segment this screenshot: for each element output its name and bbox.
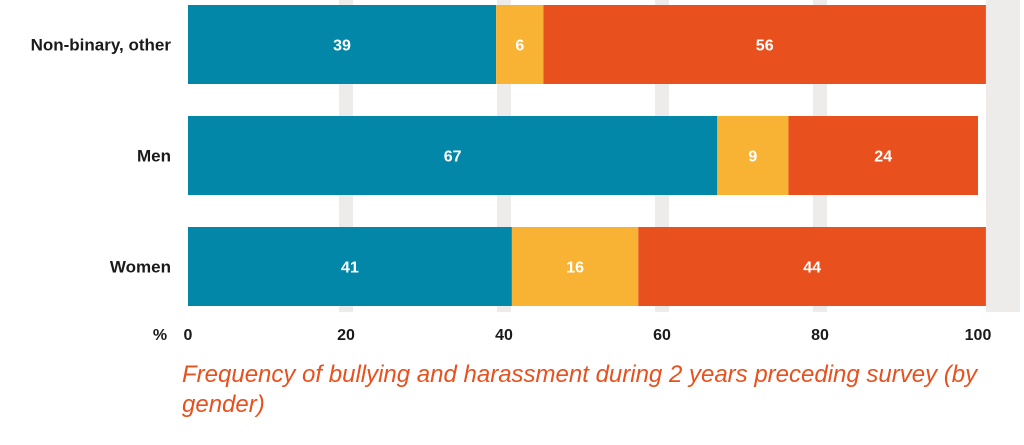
value-label: 6 — [515, 38, 524, 55]
value-label: 44 — [803, 260, 821, 277]
category-label: Men — [137, 147, 171, 166]
x-tick-label: 20 — [337, 327, 355, 344]
x-tick-label: 0 — [184, 327, 193, 344]
category-label: Women — [110, 258, 171, 277]
value-label: 41 — [341, 260, 359, 277]
x-axis: 0 20 40 60 80 100% — [153, 327, 992, 344]
bar-segment-0-1 — [496, 5, 544, 84]
x-tick-label: 80 — [811, 327, 829, 344]
category-label: Non-binary, other — [31, 36, 172, 55]
bars-layer — [188, 5, 986, 306]
value-label: 9 — [748, 149, 757, 166]
labels-layer: 39 6 56 Non-binary, other 67 9 24 Men 41 16 44 Wome… — [31, 36, 893, 277]
bar-segment-1-2 — [788, 116, 978, 195]
value-label: 24 — [874, 149, 892, 166]
bar-segment-2-0 — [188, 227, 512, 306]
value-label: 16 — [566, 260, 584, 277]
value-label: 39 — [333, 38, 351, 55]
x-tick-label: 60 — [653, 327, 671, 344]
gridline-100 — [986, 0, 1020, 312]
chart-caption: Frequency of bullying and harassment dur… — [182, 361, 978, 418]
value-label: 67 — [444, 149, 462, 166]
bar-segment-0-0 — [188, 5, 497, 84]
bar-segment-2-2 — [638, 227, 986, 306]
x-tick-label: 40 — [495, 327, 513, 344]
x-tick-label: 100 — [965, 327, 992, 344]
value-label: 56 — [756, 38, 774, 55]
bar-segment-0-2 — [543, 5, 986, 84]
x-unit-label: % — [153, 327, 167, 344]
bar-segment-1-1 — [717, 116, 789, 195]
bar-segment-2-1 — [511, 227, 639, 306]
bar-segment-1-0 — [188, 116, 718, 195]
